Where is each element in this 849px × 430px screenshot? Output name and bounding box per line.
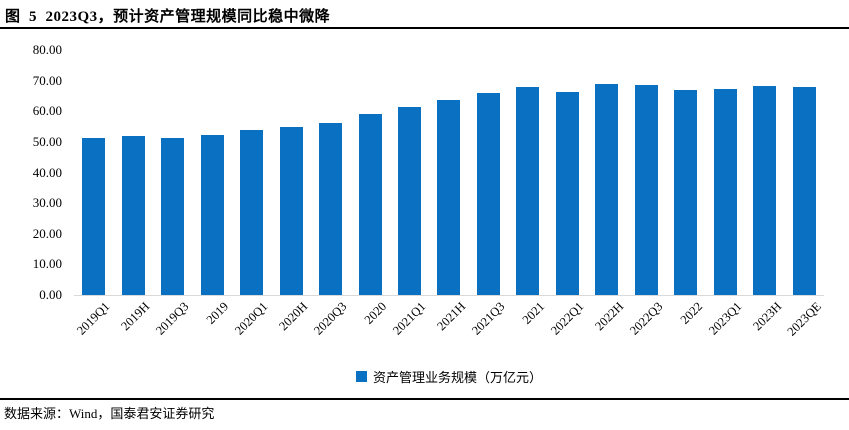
bar-2023QE: [792, 86, 816, 295]
y-tick-label: 80.00: [32, 42, 62, 57]
bar-2021H: [437, 99, 461, 295]
bar-slot: 2020H: [271, 50, 310, 333]
bar-2022Q1: [555, 91, 579, 295]
bar-slot: 2019Q1: [74, 50, 113, 338]
legend-label: 资产管理业务规模（万亿元）: [372, 370, 542, 385]
bar-2021Q1: [397, 107, 421, 295]
x-tick-label: 2023QE: [783, 299, 824, 339]
bar-slot: 2020Q1: [232, 50, 271, 338]
y-tick-label: 30.00: [32, 195, 62, 211]
bar-slot: 2019: [192, 50, 231, 327]
bar-slot: 2023Q1: [706, 50, 745, 338]
bar-2022: [674, 90, 698, 295]
x-tick-label: 2023H: [749, 299, 784, 334]
bar-slot: 2022Q3: [627, 50, 666, 338]
y-tick-label: 50.00: [32, 133, 62, 149]
bar-2019: [200, 134, 224, 295]
x-tick-label: 2020Q3: [311, 299, 350, 338]
x-tick-label: 2022Q3: [627, 299, 666, 338]
bar-2021Q3: [476, 92, 500, 295]
bar-slot: 2019H: [113, 50, 152, 333]
bar-2022H: [595, 84, 619, 295]
data-source-note: 数据来源：Wind，国泰君安证券研究: [4, 406, 215, 421]
y-tick-label: 60.00: [32, 103, 62, 119]
x-tick-label: 2019: [203, 299, 232, 327]
legend-swatch-icon: [355, 371, 367, 382]
bar-2020Q3: [319, 122, 343, 295]
plot-area: 2019Q1 2019H 2019Q3 2019 2020Q1 2020H 2020Q3 20…: [74, 50, 824, 339]
bar-slot: 2020Q3: [311, 50, 350, 338]
bar-slot: 2022Q1: [548, 50, 587, 338]
y-tick-label: 10.00: [32, 256, 62, 272]
bar-slot: 2020: [350, 50, 389, 327]
x-tick-label: 2022H: [592, 299, 627, 334]
x-tick-label: 2019Q1: [74, 299, 113, 338]
bar-2019H: [121, 136, 145, 295]
y-tick-label: 20.00: [32, 225, 62, 241]
y-axis: 0.00 10.00 20.00 30.00 40.00 50.00 60.00 70.00 8…: [0, 0, 62, 320]
x-tick-label: 2021Q1: [390, 299, 429, 338]
bar-slot: 2019Q3: [153, 50, 192, 338]
bar-2020H: [279, 126, 303, 295]
y-tick-label: 40.00: [32, 164, 62, 180]
bar-slot: 2021Q3: [469, 50, 508, 338]
x-tick-label: 2020: [361, 299, 390, 327]
x-tick-label: 2019Q3: [153, 299, 192, 338]
footer-divider-line: [0, 398, 849, 400]
x-tick-label: 2022Q1: [548, 299, 587, 338]
x-axis-line: [74, 295, 824, 296]
bar-slot: 2022: [666, 50, 705, 327]
chart-legend: 资产管理业务规模（万亿元）: [74, 367, 824, 386]
x-tick-label: 2023Q1: [706, 299, 745, 338]
bar-slot: 2023H: [745, 50, 784, 333]
y-tick-label: 70.00: [32, 72, 62, 88]
bar-slot: 2021: [508, 50, 547, 327]
x-tick-label: 2020Q1: [232, 299, 271, 338]
bar-slot: 2021Q1: [390, 50, 429, 338]
bar-2021: [516, 87, 540, 295]
x-tick-label: 2020H: [276, 299, 311, 334]
bar-slot: 2021H: [429, 50, 468, 333]
figure-title: 图 5 2023Q3，预计资产管理规模同比稳中微降: [5, 9, 331, 25]
bar-2022Q3: [634, 85, 658, 295]
bar-2019Q3: [161, 138, 185, 295]
x-tick-label: 2021: [519, 299, 548, 327]
bar-2019Q1: [82, 137, 106, 295]
bar-2023H: [753, 86, 777, 295]
x-tick-label: 2021H: [434, 299, 469, 334]
y-tick-label: 0.00: [39, 287, 62, 302]
title-divider-line: [0, 27, 849, 29]
bar-2023Q1: [713, 89, 737, 295]
x-tick-label: 2022: [677, 299, 705, 327]
bar-slot: 2022H: [587, 50, 626, 333]
x-tick-label: 2019H: [118, 299, 153, 334]
bar-2020Q1: [240, 130, 264, 295]
bar-slot: 2023QE: [784, 50, 823, 339]
x-tick-label: 2021Q3: [469, 299, 508, 338]
bar-2020: [358, 114, 382, 295]
